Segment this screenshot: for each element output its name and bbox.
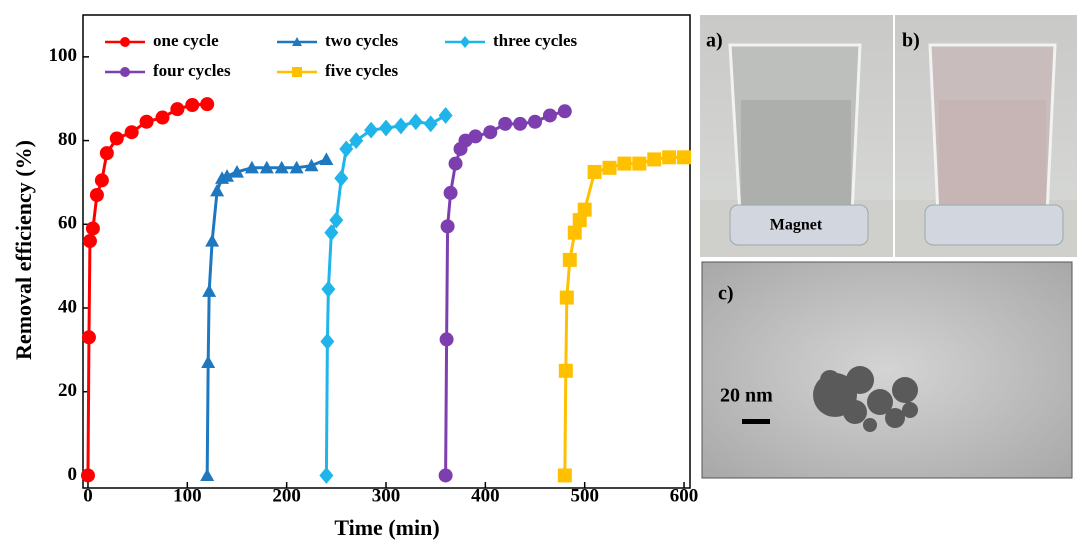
legend-label: five cycles [325, 61, 399, 80]
data-point [498, 117, 512, 131]
data-point [110, 131, 124, 145]
data-point [83, 234, 97, 248]
data-point [568, 226, 582, 240]
data-point [439, 107, 453, 124]
page: Magnet a) b) 20 nm c) Time (min) Removal… [0, 0, 1077, 551]
photo-a: Magnet a) [700, 15, 893, 257]
x-tick-label: 600 [670, 485, 699, 506]
data-point [100, 146, 114, 160]
data-point [603, 161, 617, 175]
x-tick-label: 200 [272, 485, 301, 506]
series-line [207, 159, 326, 475]
x-axis-label: Time (min) [334, 515, 439, 540]
series-line [446, 111, 565, 475]
data-point [125, 125, 139, 139]
data-point [202, 284, 216, 297]
legend-marker [120, 67, 130, 77]
y-tick-label: 80 [58, 129, 77, 150]
data-point [205, 234, 219, 247]
data-point [528, 115, 542, 129]
data-point [185, 98, 199, 112]
data-point [319, 152, 333, 165]
data-point [424, 115, 438, 132]
data-point [210, 184, 224, 197]
magnet-label: Magnet [770, 217, 823, 234]
panel-label: b) [902, 30, 920, 52]
x-tick-label: 400 [471, 485, 500, 506]
data-point [200, 97, 214, 111]
legend-marker [292, 67, 302, 77]
photo-b: b) [895, 15, 1077, 257]
data-point [662, 150, 676, 164]
x-tick-label: 500 [570, 485, 599, 506]
data-point [170, 102, 184, 116]
data-point [513, 117, 527, 131]
data-point [81, 468, 95, 482]
data-point [200, 468, 214, 481]
y-tick-label: 20 [58, 380, 77, 401]
data-point [558, 104, 572, 118]
panel-label: a) [706, 30, 723, 52]
data-point [483, 125, 497, 139]
data-point [468, 129, 482, 143]
photo-c: 20 nm c) [702, 262, 1072, 478]
data-point [441, 219, 455, 233]
data-point [334, 170, 348, 187]
data-point [95, 173, 109, 187]
y-tick-label: 0 [68, 464, 78, 485]
data-point [563, 253, 577, 267]
data-point [677, 150, 691, 164]
data-point [449, 157, 463, 171]
figure: Magnet a) b) 20 nm c) Time (min) Removal… [0, 0, 1077, 546]
legend-marker [460, 36, 470, 48]
y-axis-label: Removal efficiency (%) [11, 140, 36, 360]
data-point [588, 165, 602, 179]
data-point [578, 203, 592, 217]
data-point [444, 186, 458, 200]
data-point [320, 333, 334, 350]
data-point [632, 157, 646, 171]
series-line [326, 115, 445, 475]
scale-label: 20 nm [720, 385, 773, 407]
plot-frame [83, 15, 690, 488]
data-point [140, 115, 154, 129]
data-point [90, 188, 104, 202]
data-point [409, 113, 423, 130]
data-point [560, 291, 574, 305]
data-point [439, 468, 453, 482]
data-point [647, 152, 661, 166]
data-point [364, 122, 378, 139]
y-tick-label: 100 [49, 45, 78, 66]
data-point [155, 111, 169, 125]
data-point [86, 221, 100, 235]
x-tick-label: 300 [372, 485, 401, 506]
data-point [558, 468, 572, 482]
data-point [201, 355, 215, 368]
data-point [319, 467, 333, 484]
legend-label: two cycles [325, 31, 399, 50]
data-point [379, 120, 393, 137]
y-tick-label: 60 [58, 213, 77, 234]
x-tick-label: 100 [173, 485, 202, 506]
data-point [440, 332, 454, 346]
legend-label: three cycles [493, 31, 578, 50]
legend-label: one cycle [153, 31, 219, 50]
legend-label: four cycles [153, 61, 231, 80]
data-point [321, 281, 335, 298]
data-point [559, 364, 573, 378]
data-point [394, 118, 408, 135]
x-tick-label: 0 [83, 485, 93, 506]
legend-marker [120, 37, 130, 47]
data-point [617, 157, 631, 171]
data-point [543, 108, 557, 122]
data-point [82, 330, 96, 344]
panel-label: c) [718, 283, 734, 305]
y-tick-label: 40 [58, 296, 77, 317]
